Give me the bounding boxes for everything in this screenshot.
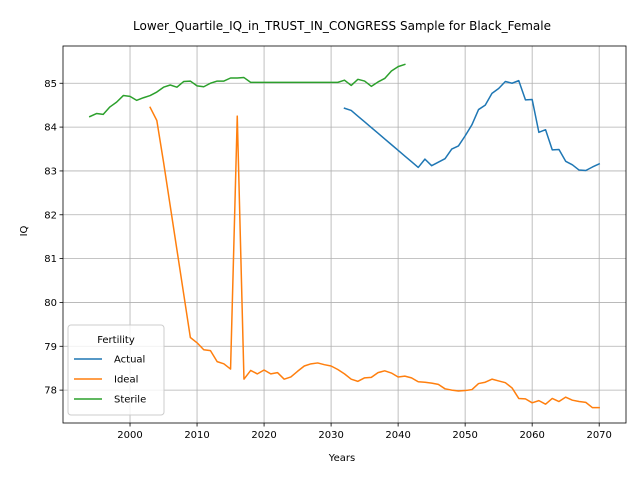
legend-label-sterile: Sterile [114,395,146,406]
x-tick-label: 2020 [251,430,276,441]
x-tick-label: 2070 [586,430,611,441]
legend-frame [67,324,165,416]
y-tick-label: 84 [44,123,57,134]
y-tick-label: 78 [44,386,57,397]
y-axis-label: IQ [19,225,30,236]
x-tick-label: 2050 [452,430,477,441]
chart-title: Lower_Quartile_IQ_in_TRUST_IN_CONGRESS S… [133,19,551,33]
legend: Fertility Actual Ideal Sterile [67,324,165,416]
legend-title: Fertility [97,335,135,346]
y-tick-label: 83 [44,166,57,177]
y-axis: 78 79 80 81 82 83 84 85 [44,79,63,397]
y-tick-label: 82 [44,210,57,221]
series-line-sterile [88,63,406,118]
x-axis: 2000 2010 2020 2030 2040 2050 2060 2070 [117,423,612,441]
series-line-actual [343,79,601,172]
y-tick-label: 85 [44,79,57,90]
x-tick-label: 2030 [318,430,343,441]
x-tick-label: 2040 [385,430,410,441]
plot-frame [62,45,627,424]
y-tick-label: 79 [44,342,57,353]
series-group [88,63,601,409]
x-axis-label: Years [328,453,355,464]
y-tick-label: 80 [44,298,57,309]
y-tick-label: 81 [44,254,57,265]
x-tick-label: 2000 [117,430,142,441]
x-tick-label: 2060 [519,430,544,441]
legend-label-ideal: Ideal [114,375,138,386]
legend-label-actual: Actual [114,355,145,366]
x-tick-label: 2010 [184,430,209,441]
legend-items: Actual Ideal Sterile [74,355,146,406]
series-line-ideal [149,106,600,409]
